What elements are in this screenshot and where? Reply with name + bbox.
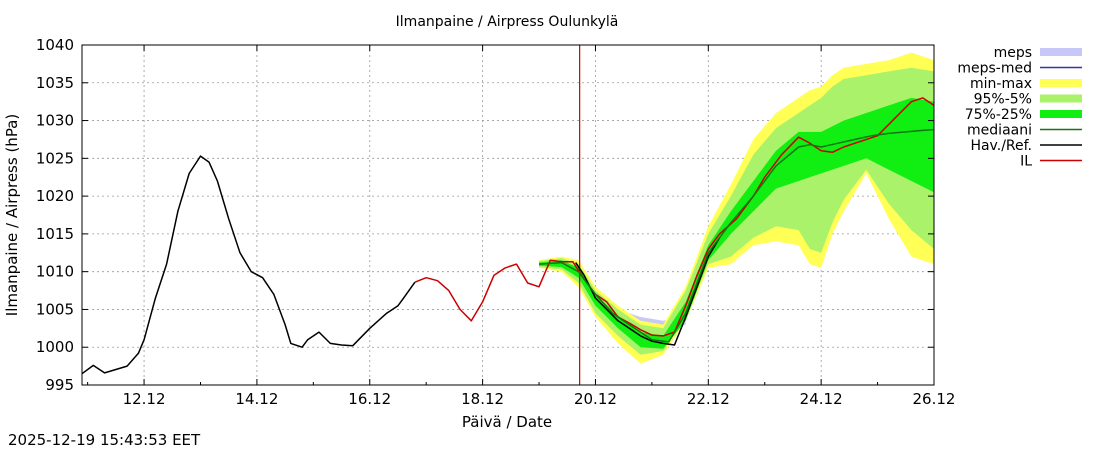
band-meps xyxy=(595,294,686,333)
timestamp: 2025-12-19 15:43:53 EET xyxy=(8,431,201,449)
x-tick-label: 24.12 xyxy=(800,390,843,408)
chart-title: Ilmanpaine / Airpress Oulunkylä xyxy=(396,14,619,30)
legend-label: 75%-25% xyxy=(965,107,1032,123)
x-tick-label: 26.12 xyxy=(913,390,956,408)
x-tick-label: 16.12 xyxy=(348,390,391,408)
legend-swatch xyxy=(1040,48,1082,56)
series-line-hav-ref- xyxy=(81,155,416,375)
legend-label: meps-med xyxy=(957,61,1032,77)
legend-swatch xyxy=(1040,110,1082,118)
y-axis-label: Ilmanpaine / Airpress (hPa) xyxy=(3,114,21,316)
y-tick-label: 1025 xyxy=(36,149,74,167)
legend-label: 95%-5% xyxy=(974,92,1032,108)
y-tick-label: 1010 xyxy=(36,263,74,281)
legend: mepsmeps-medmin-max95%-5%75%-25%mediaani… xyxy=(957,45,1082,170)
x-axis-label: Päivä / Date xyxy=(462,413,552,431)
legend-label: IL xyxy=(1020,154,1032,170)
series-line-hav-ref- xyxy=(575,237,721,346)
y-tick-label: 995 xyxy=(45,376,74,394)
legend-label: Hav./Ref. xyxy=(970,138,1032,154)
x-tick-label: 18.12 xyxy=(461,390,504,408)
y-tick-label: 1005 xyxy=(36,300,74,318)
plot-area: 12.12 14.12 16.12 18.12 20.12 22.12 24.12 26.12… xyxy=(36,36,956,408)
legend-label: meps xyxy=(994,45,1032,61)
y-tick-label: 1015 xyxy=(36,225,74,243)
y-tick-label: 1030 xyxy=(36,112,74,130)
legend-swatch xyxy=(1040,79,1082,87)
x-tick-label: 22.12 xyxy=(687,390,730,408)
y-tick-label: 1000 xyxy=(36,338,74,356)
legend-label: min-max xyxy=(970,76,1032,92)
x-tick-label: 12.12 xyxy=(123,390,166,408)
series-line-il xyxy=(414,97,935,337)
x-tick-label: 14.12 xyxy=(235,390,278,408)
y-tick-label: 1020 xyxy=(36,187,74,205)
legend-swatch xyxy=(1040,94,1082,103)
y-tick-label: 1040 xyxy=(36,36,74,54)
series-line-mediaani xyxy=(538,128,935,343)
y-tick-label: 1035 xyxy=(36,74,74,92)
x-tick-label: 20.12 xyxy=(574,390,617,408)
legend-label: mediaani xyxy=(967,123,1032,139)
band-75-25- xyxy=(539,97,934,349)
plot-frame xyxy=(81,44,935,386)
